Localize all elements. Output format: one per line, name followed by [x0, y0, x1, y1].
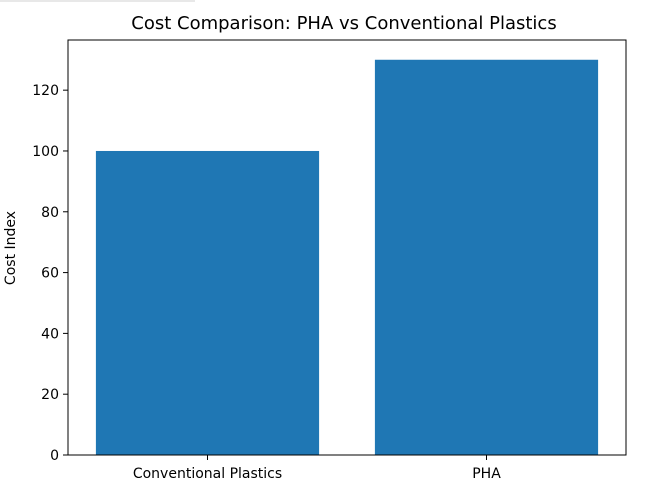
- y-tick-label: 20: [41, 387, 59, 403]
- y-axis-label: Cost Index: [3, 211, 19, 285]
- y-tick-label: 100: [32, 144, 59, 160]
- top-edge-strip: [0, 0, 195, 2]
- bar-conventional-plastics: [95, 150, 320, 455]
- x-tick-label: Conventional Plastics: [133, 466, 282, 482]
- chart-title: Cost Comparison: PHA vs Conventional Pla…: [131, 13, 556, 34]
- bar-pha: [374, 59, 599, 455]
- plot-frame: [67, 39, 627, 456]
- plot-area: Conventional Plastics PHA 0 20 40 60 80 100 120: [32, 39, 627, 482]
- y-tick-label: 120: [32, 83, 59, 99]
- y-tick-label: 60: [41, 266, 59, 282]
- y-tick-label: 80: [41, 205, 59, 221]
- y-tick-label: 40: [41, 326, 59, 342]
- y-tick-label: 0: [50, 448, 59, 464]
- x-tick-label: PHA: [472, 466, 501, 482]
